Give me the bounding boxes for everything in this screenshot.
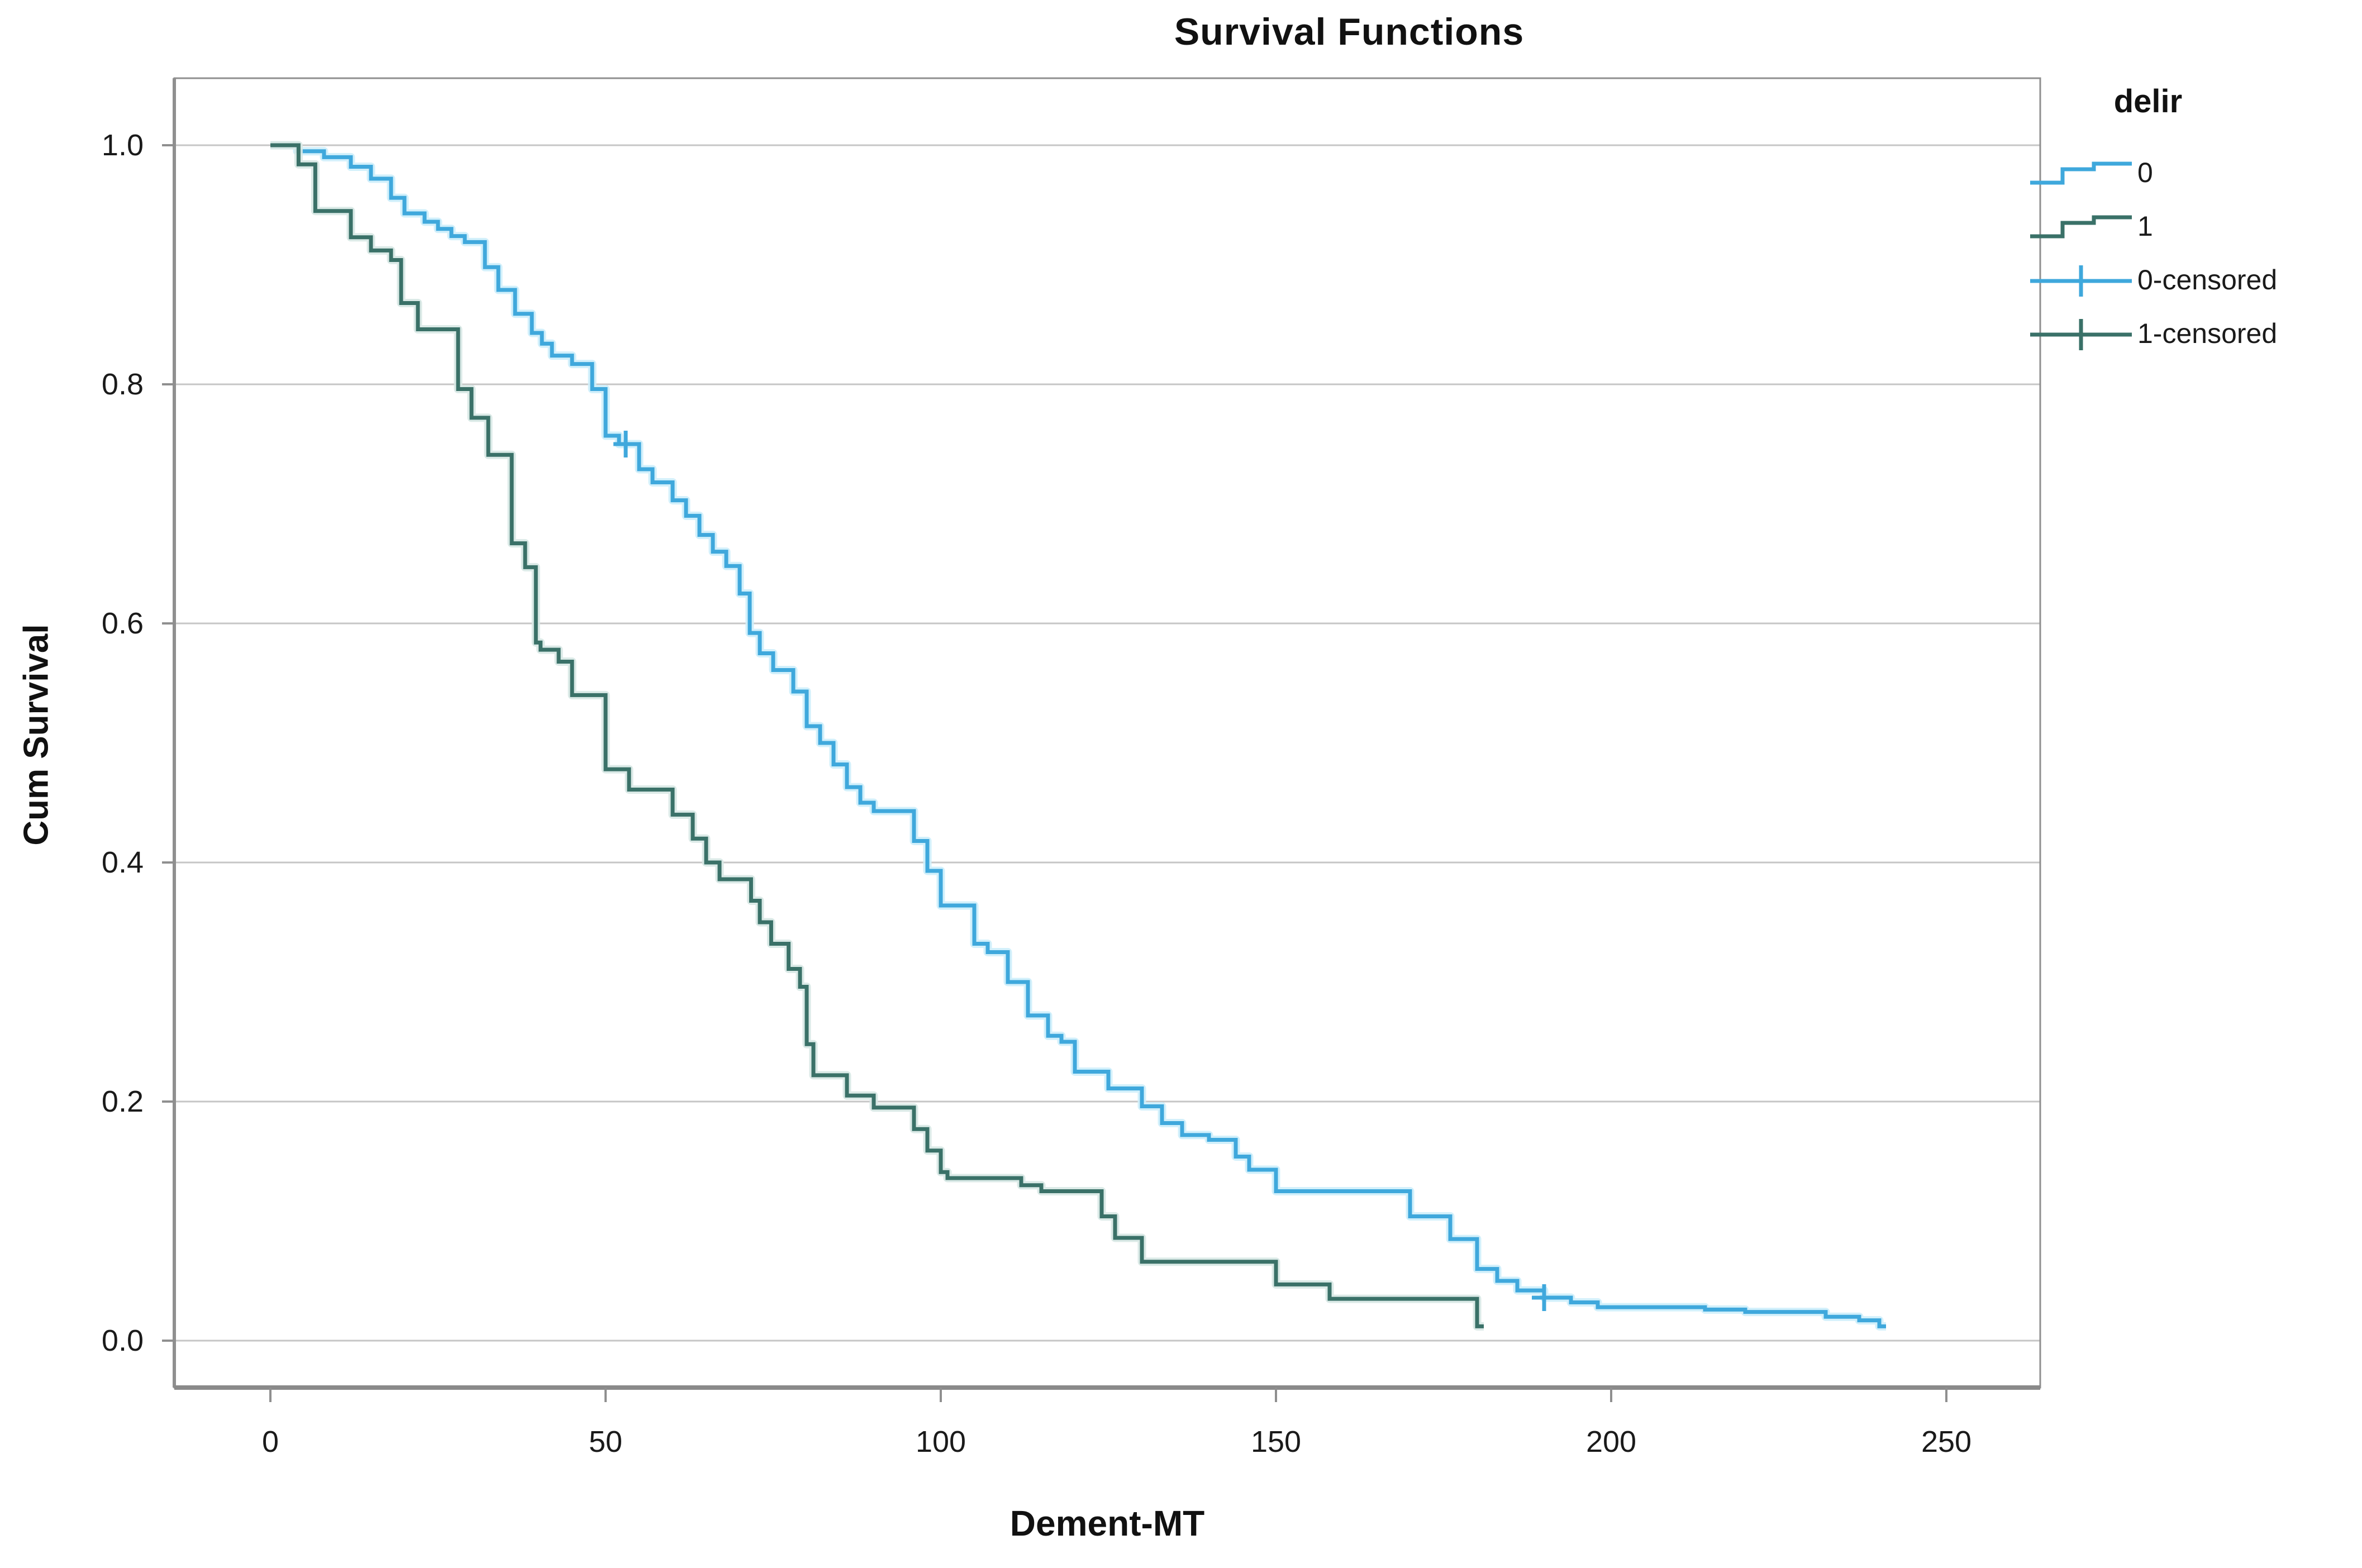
y-tick-label: 0.2 [102,1085,144,1118]
x-tick-label: 250 [1921,1425,1971,1459]
x-tick-label: 100 [916,1425,966,1459]
legend-title: delir [2113,83,2183,120]
x-tick-label: 50 [589,1425,622,1459]
legend-label: 1 [2137,211,2153,242]
y-tick-label: 0.0 [102,1324,144,1357]
legend-label: 1-censored [2137,318,2278,349]
legend-item-1-censored: 1-censored [2028,307,2358,360]
series-0-halo [270,141,1886,1331]
legend-censor-plus-icon [2030,319,2132,350]
legend-censor-plus-icon [2030,265,2132,297]
legend-label: 0 [2137,157,2153,188]
series-1-halo [270,141,1484,1331]
legend-item-1: 1 [2028,199,2358,253]
legend-item-0: 0 [2028,146,2358,199]
y-tick-label: 0.8 [102,368,144,401]
legend-label: 0-censored [2137,264,2278,296]
legend-step-line-icon [2030,215,2132,239]
series-0-curve [270,143,1886,1328]
x-tick-label: 0 [262,1425,279,1459]
chart-title: Survival Functions [1174,11,1525,53]
x-tick-label: 200 [1586,1425,1636,1459]
legend: delir 0 1 0-censored 1-censored [2028,83,2358,360]
series-1-curve [270,143,1484,1328]
x-axis-title: Dement-MT [1009,1503,1205,1543]
legend-step-line-icon [2030,161,2132,185]
legend-items: 0 1 0-censored 1-censored [2028,146,2358,360]
y-tick-label: 0.6 [102,607,144,640]
x-tick-label: 150 [1251,1425,1301,1459]
y-axis-title: Cum Survival [17,624,56,846]
plot-frame [173,77,2041,1389]
legend-item-0-censored: 0-censored [2028,253,2358,307]
y-tick-label: 0.4 [102,846,144,879]
y-tick-label: 1.0 [102,128,144,162]
